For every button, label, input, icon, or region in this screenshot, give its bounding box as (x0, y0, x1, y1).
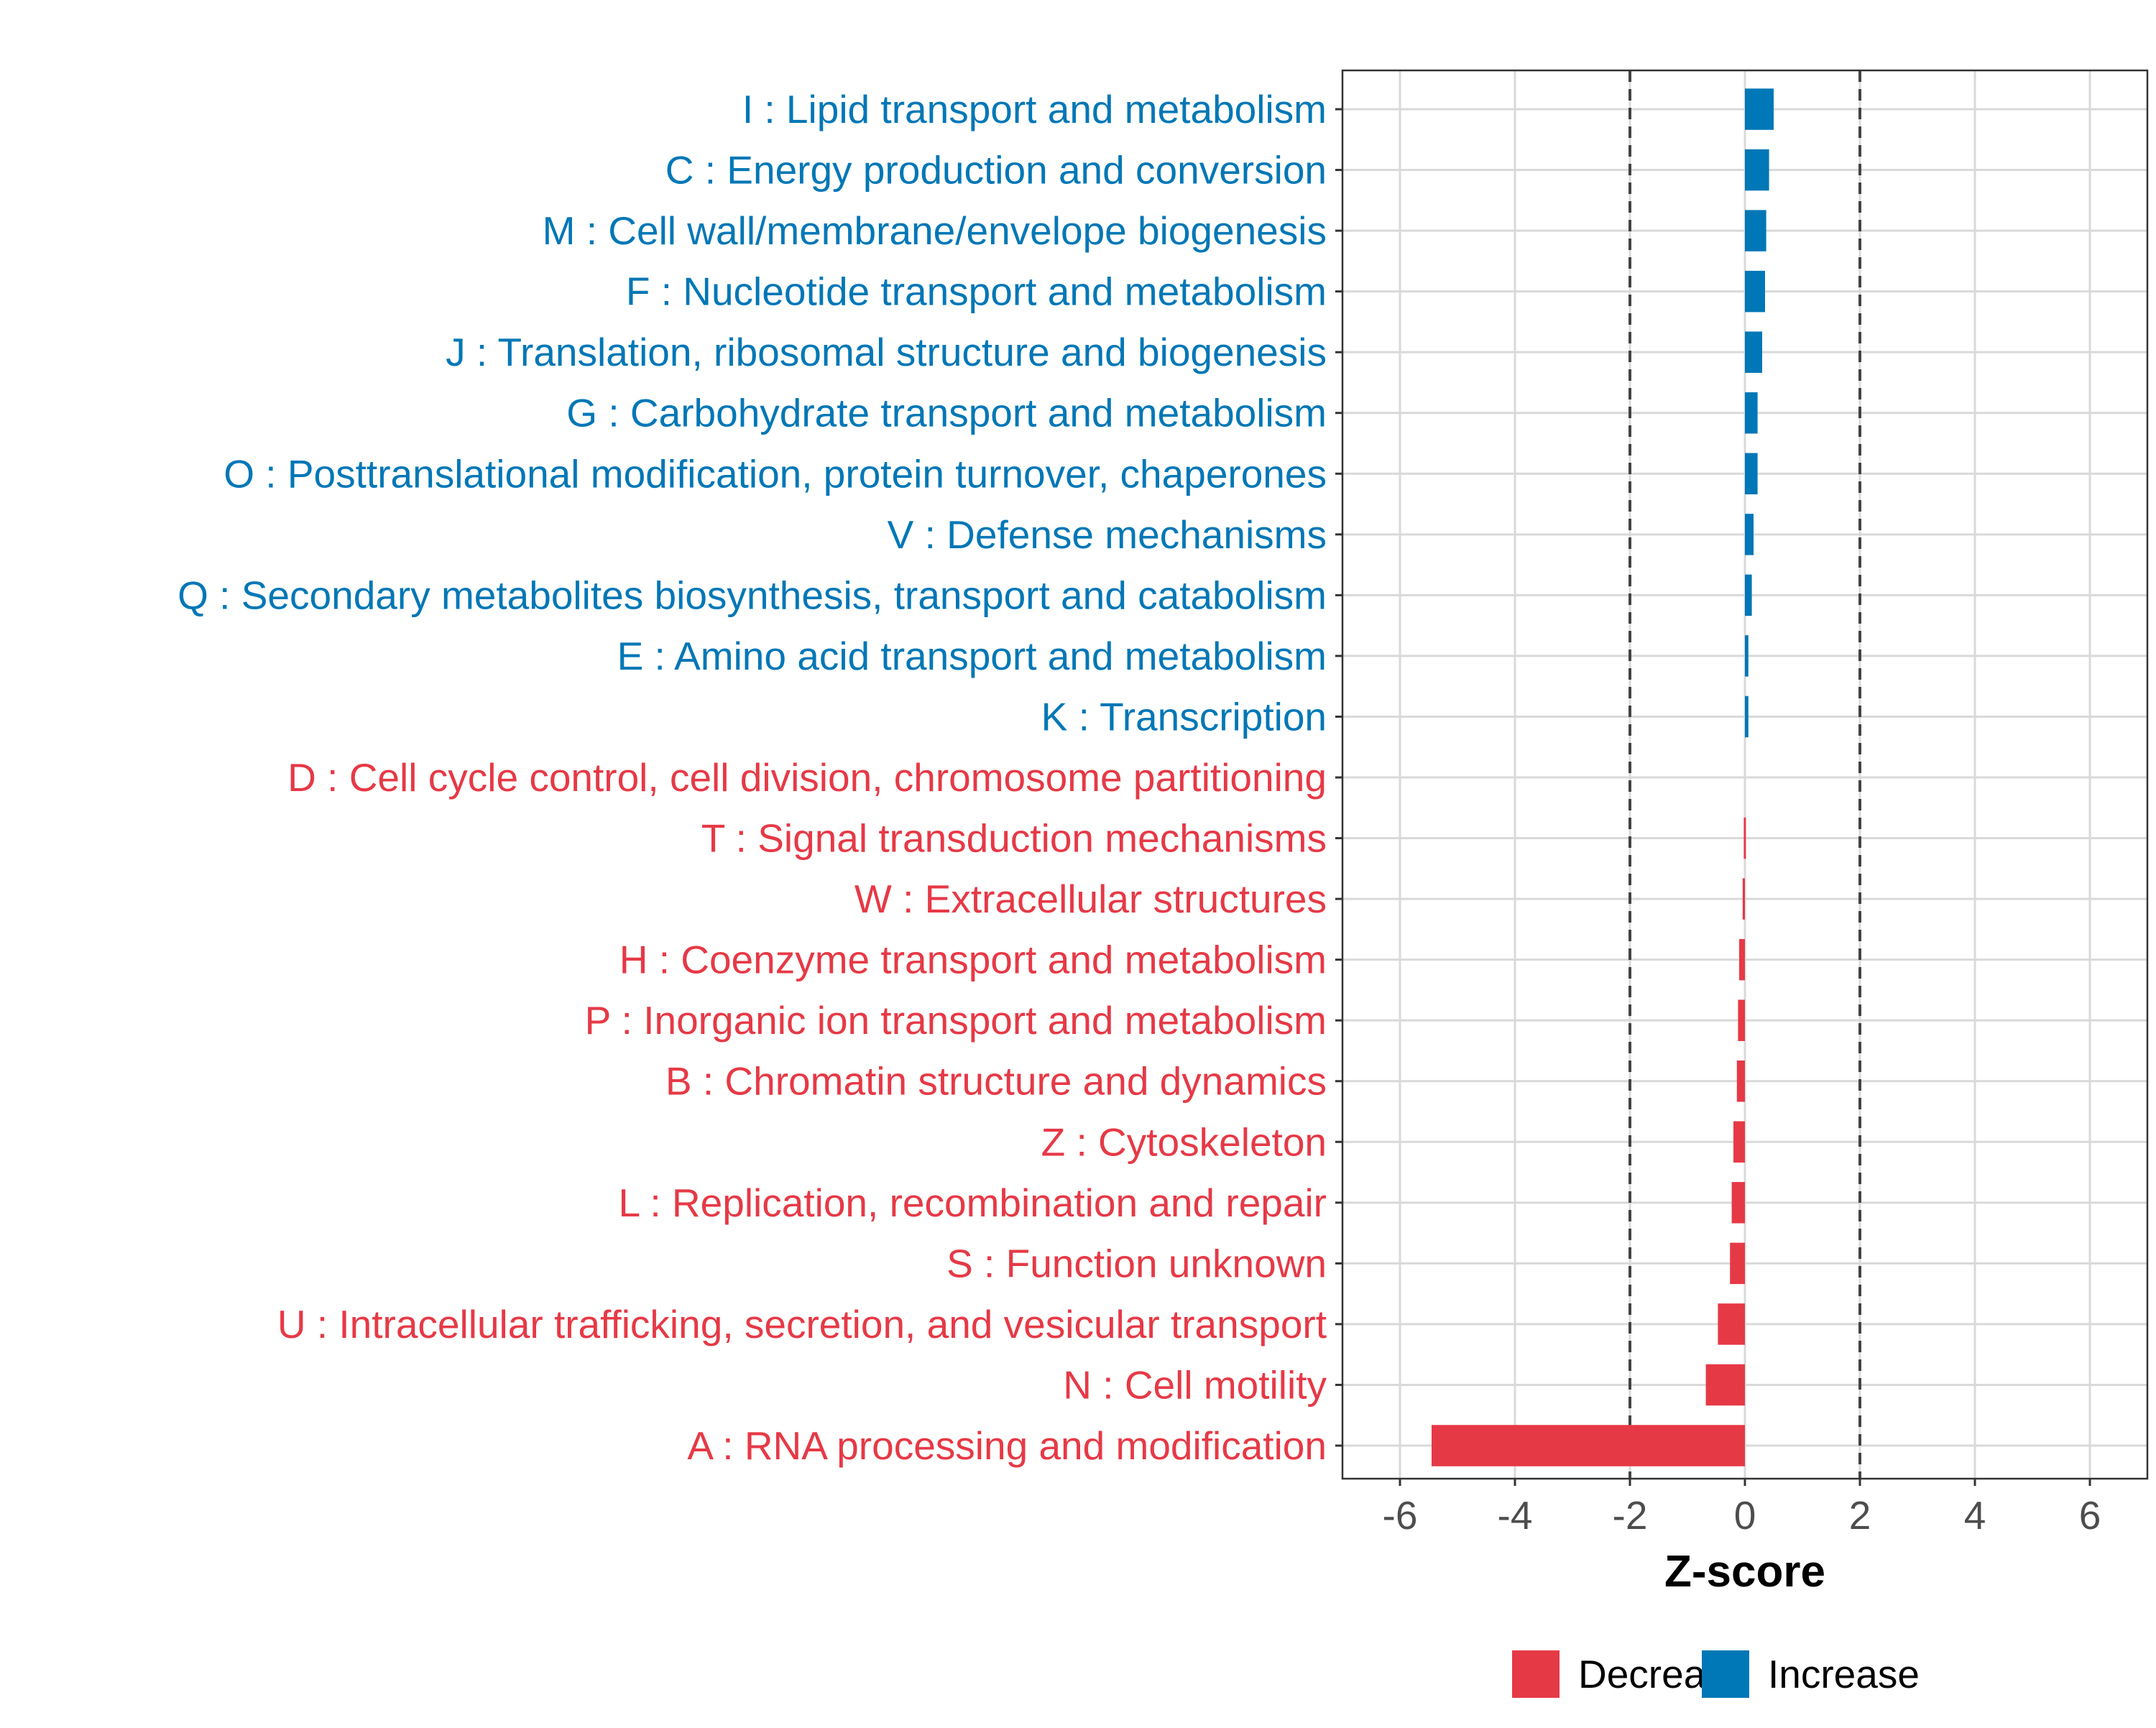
bar (1745, 574, 1752, 616)
x-tick-label: 2 (1849, 1493, 1871, 1538)
y-tick-label: B : Chromatin structure and dynamics (665, 1059, 1327, 1104)
y-tick-label: Z : Cytoskeleton (1041, 1119, 1327, 1164)
y-tick-label: K : Transcription (1041, 694, 1327, 739)
x-tick-label: 4 (1964, 1493, 1986, 1538)
x-tick-label: -4 (1498, 1493, 1533, 1538)
legend-label: Increase (1768, 1652, 1920, 1696)
bar (1745, 270, 1765, 313)
y-tick-label: O : Posttranslational modification, prot… (224, 451, 1327, 496)
bar (1743, 817, 1746, 859)
bar (1738, 999, 1745, 1041)
y-tick-label: L : Replication, recombination and repai… (619, 1181, 1327, 1225)
bar (1731, 1182, 1745, 1224)
bar (1730, 1242, 1745, 1285)
y-axis-ticks: I : Lipid transport and metabolism C : En… (178, 87, 1342, 1468)
bar (1745, 392, 1758, 434)
bar (1745, 696, 1749, 738)
bar (1736, 1060, 1745, 1102)
y-tick-label: P : Inorganic ion transport and metaboli… (585, 998, 1327, 1043)
bar (1733, 1121, 1745, 1163)
y-tick-label: N : Cell motility (1063, 1362, 1327, 1407)
x-tick-label: 0 (1734, 1493, 1756, 1538)
threshold-layer (1628, 70, 1861, 1479)
bar (1718, 1303, 1745, 1345)
bar (1745, 88, 1774, 130)
y-tick-label: W : Extracellular structures (854, 877, 1327, 921)
bar (1739, 938, 1745, 981)
bar (1745, 514, 1754, 555)
y-tick-label: E : Amino acid transport and metabolism (617, 634, 1327, 678)
bar (1705, 1364, 1745, 1406)
x-tick-label: -2 (1613, 1493, 1648, 1538)
x-axis-title: Z-score (1664, 1547, 1825, 1597)
x-axis-ticks: -6 -4 -2 0 2 4 6 (1383, 1479, 2101, 1538)
y-tick-label: A : RNA processing and modification (687, 1423, 1327, 1468)
y-tick-label: D : Cell cycle control, cell division, c… (287, 755, 1327, 800)
y-tick-label: T : Signal transduction mechanisms (701, 816, 1327, 861)
y-tick-label: F : Nucleotide transport and metabolism (626, 269, 1327, 314)
bar-layer (1432, 88, 1774, 1466)
y-tick-label: J : Translation, ribosomal structure and… (446, 330, 1327, 374)
y-tick-label: I : Lipid transport and metabolism (742, 87, 1327, 131)
y-tick-label: G : Carbohydrate transport and metabolis… (566, 391, 1327, 435)
x-tick-label: -6 (1383, 1493, 1418, 1538)
y-tick-label: C : Energy production and conversion (665, 148, 1327, 193)
bar (1745, 149, 1769, 191)
y-tick-label: U : Intracellular trafficking, secretion… (277, 1302, 1327, 1346)
y-tick-label: V : Defense mechanisms (888, 512, 1327, 557)
bar (1745, 635, 1749, 677)
bar (1742, 878, 1745, 920)
bar (1745, 453, 1758, 495)
legend-swatch (1512, 1650, 1560, 1698)
y-tick-label: M : Cell wall/membrane/envelope biogenes… (543, 208, 1327, 253)
bar (1745, 210, 1766, 251)
y-tick-label: Q : Secondary metabolites biosynthesis, … (178, 573, 1327, 617)
x-tick-label: 6 (2079, 1493, 2101, 1538)
legend: Decrease Increase (1512, 1650, 1920, 1698)
bar (1432, 1425, 1745, 1466)
y-tick-label: S : Function unknown (946, 1241, 1327, 1285)
bar (1745, 331, 1762, 373)
legend-swatch (1702, 1650, 1749, 1698)
y-tick-label: H : Coenzyme transport and metabolism (619, 938, 1327, 982)
